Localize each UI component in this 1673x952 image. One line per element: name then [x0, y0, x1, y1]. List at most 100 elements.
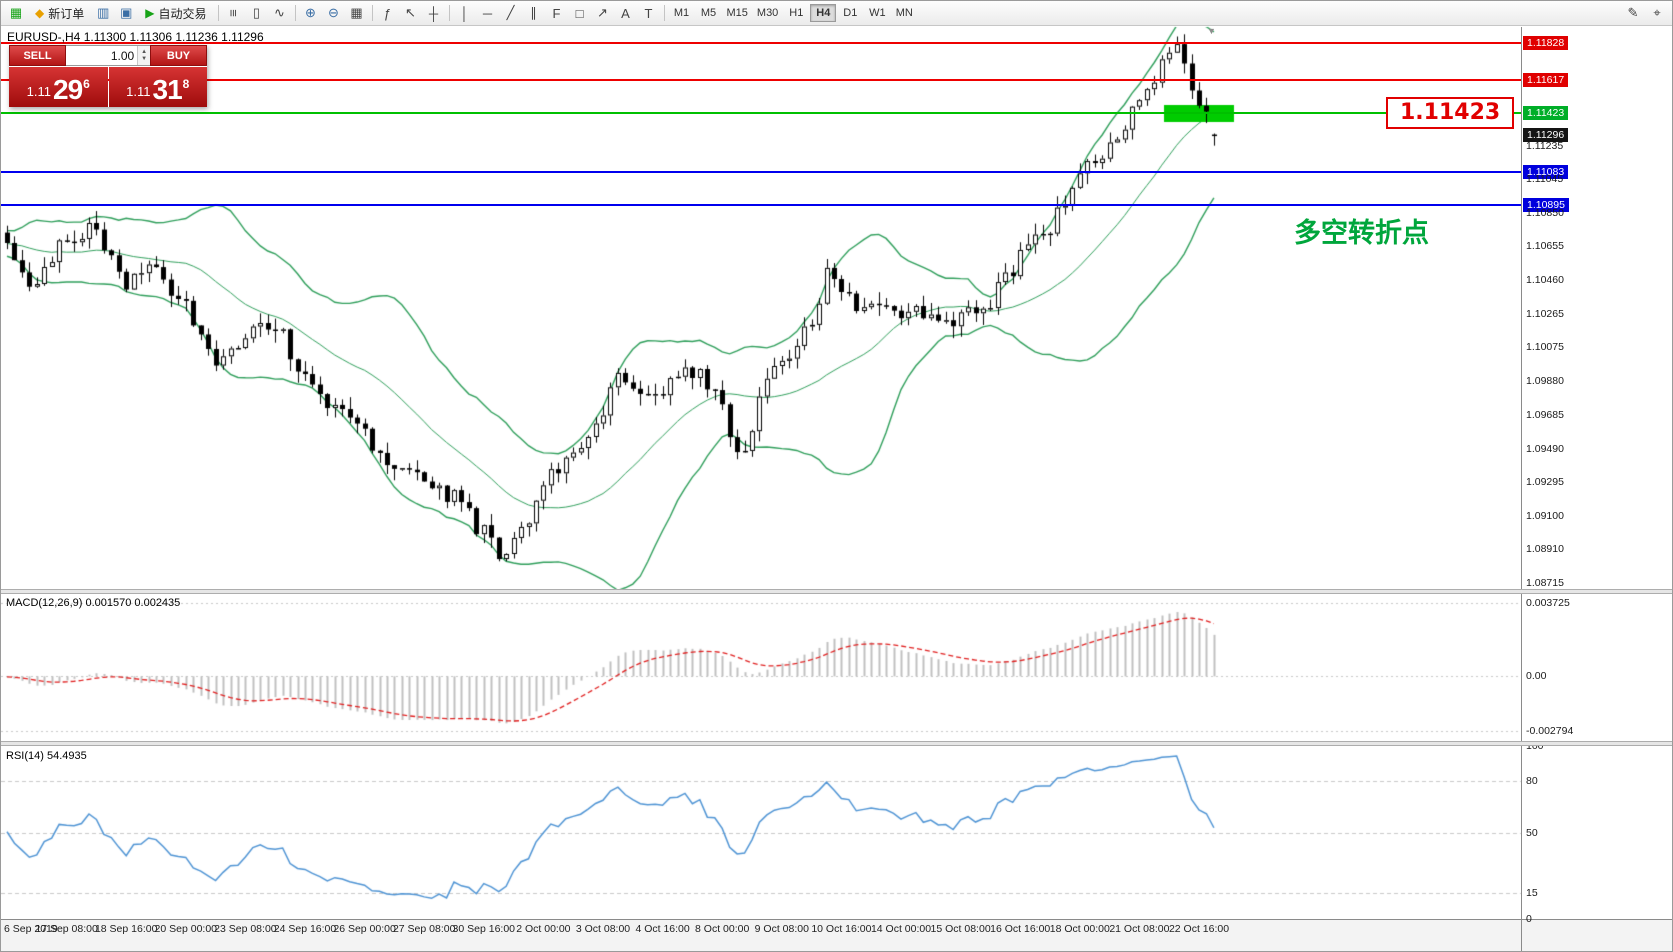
buy-price-prefix: 1.11 [126, 84, 151, 99]
rsi-pane-separator[interactable] [1, 741, 1672, 746]
price-axis-label: 1.11235 [1526, 139, 1564, 152]
spinner-up-icon: ▲ [141, 48, 148, 55]
level-line[interactable] [1, 78, 1521, 81]
time-axis-label: 20 Sep 00:00 [154, 923, 218, 935]
timeframe-button-m15[interactable]: M15 [726, 7, 748, 19]
zoom-in-icon[interactable]: ⊕ [305, 5, 316, 20]
search-icon[interactable]: ⌖ [1653, 5, 1661, 20]
rsi-axis-label: 15 [1526, 887, 1538, 900]
label-tool-icon[interactable]: T [644, 5, 653, 21]
level-line[interactable] [1, 171, 1521, 174]
price-axis-label: 1.10655 [1526, 240, 1564, 253]
level-price-tag: 1.11083 [1523, 165, 1569, 180]
tile-windows-icon[interactable]: ▦ [350, 5, 363, 20]
time-axis-label: 9 Oct 08:00 [754, 923, 809, 935]
macd-pane-separator[interactable] [1, 589, 1672, 594]
time-axis-label: 8 Oct 00:00 [695, 923, 750, 935]
timeframe-button-d1[interactable]: D1 [843, 7, 858, 19]
time-axis-label: 23 Sep 08:00 [214, 923, 277, 935]
timeframe-button-mn[interactable]: MN [895, 7, 913, 19]
buy-price-pipette: 8 [182, 77, 190, 91]
toolbar-separator [371, 5, 373, 21]
toolbar-separator [217, 5, 219, 21]
timeframe-button-m1[interactable]: M1 [673, 7, 690, 19]
vertical-line-icon[interactable]: │ [460, 5, 469, 21]
chart-title: EURUSD-,H4 1.11300 1.11306 1.11236 1.112… [7, 30, 264, 44]
crosshair-icon[interactable]: ┼ [428, 5, 439, 21]
time-axis-strip[interactable] [1, 919, 1672, 951]
timeframe-button-m5[interactable]: M5 [700, 7, 717, 19]
horizontal-line-icon[interactable]: ─ [482, 5, 493, 21]
price-callout-box[interactable]: 1.11423 [1386, 97, 1515, 129]
price-axis-label: 1.08910 [1526, 543, 1564, 556]
timeframe-button-w1[interactable]: W1 [869, 7, 886, 19]
price-shift-marker[interactable]: ▼ [1207, 26, 1216, 36]
time-axis-label: 10 Oct 16:00 [811, 923, 872, 935]
pencil-icon[interactable]: ✎ [1627, 5, 1639, 20]
fibonacci-icon[interactable]: F [552, 5, 561, 21]
level-price-tag: 1.10895 [1523, 197, 1569, 212]
arrows-tool-icon[interactable]: ↗ [597, 5, 608, 20]
time-axis-label: 18 Sep 16:00 [94, 923, 158, 935]
buy-price-button[interactable]: 1.11 31 8 [108, 67, 207, 107]
sell-price-prefix: 1.11 [26, 84, 51, 99]
new-order-label: 新订单 [48, 6, 85, 21]
autotrading-button[interactable]: ▶ 自动交易 [138, 3, 213, 23]
time-axis-label: 22 Oct 16:00 [1168, 923, 1230, 935]
trendline-icon[interactable]: ╱ [506, 5, 515, 20]
level-price-tag: 1.11423 [1523, 106, 1569, 121]
macd-indicator-label: MACD(12,26,9) 0.001570 0.002435 [6, 597, 181, 609]
chart-ohlc-values: 1.11300 1.11306 1.11236 1.11296 [83, 30, 264, 44]
line-chart-type-icon[interactable]: ∿ [274, 5, 285, 20]
text-tool-icon[interactable]: A [621, 5, 630, 21]
charts-icon[interactable]: ▥ [97, 5, 110, 20]
timeframe-button-h4[interactable]: H4 [810, 4, 837, 22]
price-axis-label: 1.09490 [1526, 442, 1564, 455]
new-order-button[interactable]: ◆ 新订单 [28, 3, 91, 23]
toolbar-separator [448, 5, 450, 21]
candle-chart-type-icon[interactable]: ▯ [252, 5, 261, 20]
level-line[interactable] [1, 203, 1521, 206]
zoom-out-icon[interactable]: ⊖ [328, 5, 339, 20]
time-axis-label: 3 Oct 08:00 [575, 923, 631, 935]
timeframe-button-m30[interactable]: M30 [756, 7, 779, 19]
rsi-axis-label: 0 [1526, 913, 1532, 925]
chart-surface[interactable] [1, 1, 1522, 951]
channel-icon[interactable]: ∥ [530, 5, 537, 20]
indicators-icon[interactable]: ƒ [383, 5, 392, 21]
new-order-icon: ◆ [35, 6, 45, 20]
sell-button[interactable]: SELL [9, 45, 66, 66]
time-axis-label: 14 Oct 00:00 [870, 923, 932, 935]
time-axis-label: 21 Oct 08:00 [1109, 923, 1170, 935]
rsi-axis-label: 80 [1526, 774, 1538, 787]
level-line[interactable] [1, 112, 1521, 115]
level-price-tag: 1.11828 [1523, 35, 1569, 50]
timeframe-button-h1[interactable]: H1 [789, 7, 804, 19]
macd-axis-label: -0.002794 [1526, 725, 1574, 738]
cursor-icon[interactable]: ↖ [405, 5, 416, 20]
volume-field: ▲▼ [66, 45, 150, 66]
time-axis-label: 15 Oct 08:00 [930, 923, 991, 935]
rsi-indicator-label: RSI(14) 54.4935 [6, 750, 87, 762]
buy-button[interactable]: BUY [150, 45, 207, 66]
terminal-icon[interactable]: ▣ [120, 5, 133, 20]
sell-price-pipette: 6 [83, 77, 90, 91]
bar-chart-type-icon[interactable]: ≡ [226, 9, 241, 17]
play-icon: ▶ [145, 6, 155, 20]
shapes-icon[interactable]: □ [575, 5, 584, 21]
level-line[interactable] [1, 41, 1521, 44]
time-axis-label: 2 Oct 00:00 [516, 923, 571, 935]
volume-spinner[interactable]: ▲ ▼ [137, 46, 150, 65]
time-axis-label: 24 Sep 16:00 [273, 923, 337, 935]
turning-point-note[interactable]: 多空转折点 [1294, 218, 1429, 248]
volume-input[interactable] [66, 46, 138, 65]
sell-price-button[interactable]: 1.11 29 6 [9, 67, 108, 107]
price-axis-label: 1.08715 [1526, 576, 1564, 589]
chart-symbol-period: EURUSD-,H4 [7, 30, 81, 44]
time-axis-label: 6 Sep 2019 [4, 923, 58, 935]
price-axis-label: 1.10075 [1526, 341, 1564, 354]
time-axis-label: 26 Sep 00:00 [333, 923, 396, 935]
time-axis-label: 4 Oct 16:00 [635, 923, 690, 935]
